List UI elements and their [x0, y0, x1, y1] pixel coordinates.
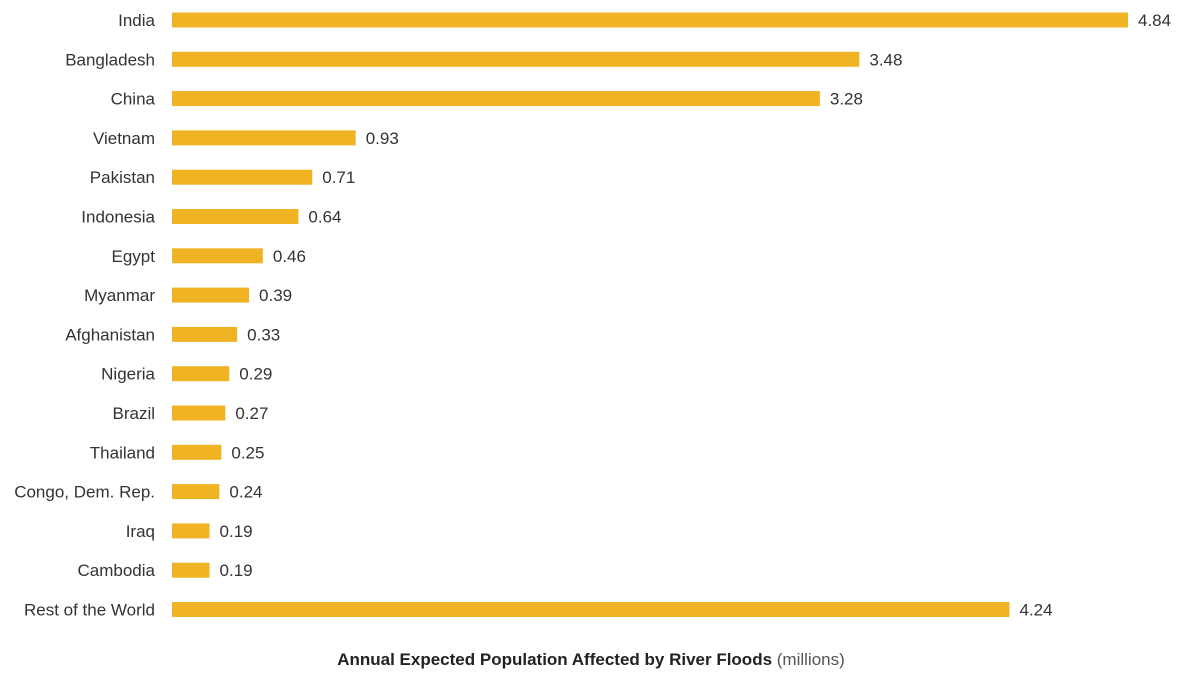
x-axis-label: Annual Expected Population Affected by R…: [337, 650, 773, 669]
category-label: Afghanistan: [65, 325, 155, 344]
bar: [172, 209, 299, 224]
value-label: 4.24: [1019, 601, 1052, 620]
x-axis-title: Annual Expected Population Affected by R…: [0, 650, 1182, 670]
category-label: Iraq: [126, 522, 155, 541]
category-label: Pakistan: [90, 168, 155, 187]
value-label: 0.39: [259, 286, 292, 305]
value-label: 0.25: [231, 443, 264, 462]
value-label: 0.93: [366, 129, 399, 148]
value-label: 3.28: [830, 90, 863, 109]
bar: [172, 12, 1128, 28]
bar: [172, 484, 220, 500]
category-label: Myanmar: [84, 286, 155, 305]
value-label: 3.48: [869, 50, 902, 69]
bar: [172, 248, 263, 264]
category-label: Indonesia: [81, 208, 155, 227]
value-label: 0.33: [247, 325, 280, 344]
bar: [172, 602, 1010, 617]
bar: [172, 562, 210, 578]
bar: [172, 444, 222, 460]
value-label: 0.64: [308, 208, 341, 227]
category-label: Bangladesh: [65, 50, 155, 69]
bar: [172, 366, 230, 382]
category-label: Vietnam: [93, 129, 155, 148]
value-label: 0.24: [229, 483, 262, 502]
value-label: 0.46: [273, 247, 306, 266]
category-label: Brazil: [112, 404, 155, 423]
category-label: Cambodia: [78, 561, 156, 580]
category-label: India: [118, 11, 155, 30]
value-label: 0.29: [239, 365, 272, 384]
bar: [172, 405, 226, 421]
bar: [172, 91, 820, 107]
category-label: Egypt: [112, 247, 156, 266]
bar: [172, 287, 250, 303]
value-label: 0.19: [220, 522, 253, 541]
category-label: Thailand: [90, 443, 155, 462]
x-axis-unit: (millions): [776, 650, 845, 669]
value-label: 0.71: [322, 168, 355, 187]
category-label: Nigeria: [101, 365, 155, 384]
bar-chart: India 4.84 Bangladesh 3.48 China 3.28 Vietnam 0…: [14, 11, 1171, 620]
bar: [172, 169, 313, 185]
bar: [172, 130, 356, 146]
value-label: 0.27: [235, 404, 268, 423]
bar: [172, 523, 210, 539]
bar: [172, 51, 860, 67]
category-label: Rest of the World: [24, 601, 155, 620]
value-label: 4.84: [1138, 11, 1171, 30]
value-label: 0.19: [220, 561, 253, 580]
category-label: Congo, Dem. Rep.: [14, 483, 155, 502]
bar: [172, 326, 238, 342]
category-label: China: [111, 90, 156, 109]
